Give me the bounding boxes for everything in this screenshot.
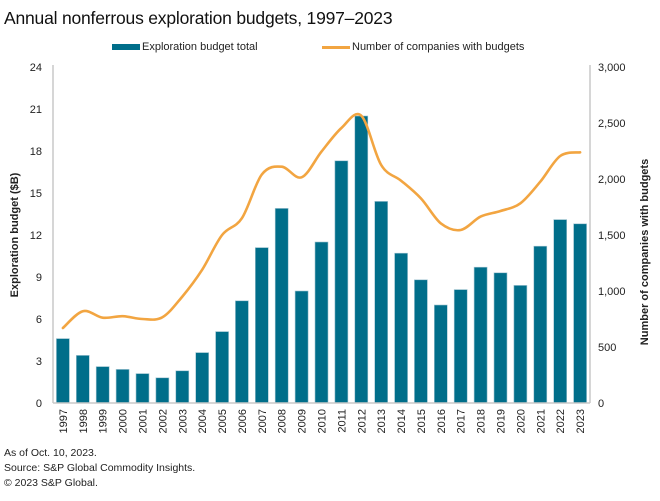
bar-2006: [235, 300, 249, 404]
x-tick-label: 2009: [297, 409, 309, 433]
x-tick-label: 2003: [177, 409, 189, 433]
y-tick-left: 12: [30, 230, 42, 242]
y-tick-left: 21: [30, 104, 42, 116]
bar-2019: [493, 272, 508, 404]
bar-2014: [394, 252, 408, 404]
x-tick-label: 2019: [496, 409, 508, 433]
y-tick-right: 500: [598, 342, 616, 354]
bar-2010: [314, 241, 329, 404]
y-tick-left: 18: [30, 146, 42, 158]
footer-source: Source: S&P Global Commodity Insights.: [4, 462, 196, 474]
legend-swatch-bar: [112, 44, 140, 50]
x-tick-label: 1998: [78, 409, 90, 433]
footer-date-note: As of Oct. 10, 2023.: [4, 447, 97, 459]
y-axis-title-right: Number of companies with budgets: [639, 159, 651, 345]
bar-1998: [76, 355, 90, 404]
y-tick-left: 24: [30, 62, 42, 74]
bar-2008: [274, 208, 289, 404]
x-tick-label: 2001: [138, 409, 150, 433]
bar-2016: [433, 304, 448, 404]
x-tick-label: 2021: [535, 409, 547, 433]
x-tick-label: 2022: [555, 409, 567, 433]
y-tick-right: 0: [598, 398, 604, 410]
y-tick-right: 1,000: [598, 286, 626, 298]
legend-item-line: Number of companies with budgets: [322, 41, 524, 53]
x-tick-label: 2014: [396, 409, 408, 433]
axes: [52, 65, 591, 404]
x-tick-label: 2006: [237, 409, 249, 433]
x-tick-label: 2020: [515, 409, 527, 433]
y-tick-right: 1,500: [598, 230, 626, 242]
bar-2017: [453, 289, 468, 404]
tick-labels: 0 3 6 9 12 15 18 21 24 0 500 1,000 1,500 2,000 2,500 3,…: [30, 62, 626, 433]
bar-2007: [255, 247, 269, 404]
x-tick-label: 2023: [575, 409, 587, 433]
x-tick-label: 2013: [376, 409, 388, 433]
legend: Exploration budget total Number of compa…: [0, 41, 660, 59]
y-tick-right: 2,000: [598, 174, 626, 186]
x-tick-label: 2018: [476, 409, 488, 433]
footer-copyright: © 2023 S&P Global.: [4, 477, 98, 489]
bar-2013: [374, 201, 389, 404]
x-tick-label: 2004: [197, 409, 209, 433]
y-tick-right: 3,000: [598, 62, 626, 74]
bar-2020: [513, 285, 528, 404]
y-tick-left: 9: [36, 272, 42, 284]
y-tick-right: 2,500: [598, 118, 626, 130]
bar-2018: [473, 266, 488, 404]
chart-title: Annual nonferrous exploration budgets, 1…: [4, 8, 393, 28]
legend-item-bar: Exploration budget total: [112, 41, 258, 53]
x-tick-label: 2007: [257, 409, 269, 433]
bar-2002: [155, 377, 170, 404]
bar-series: [56, 115, 587, 404]
x-tick-label: 1999: [98, 409, 110, 433]
y-tick-left: 3: [36, 356, 42, 368]
x-tick-label: 2017: [456, 409, 468, 433]
x-tick-label: 2015: [416, 409, 428, 433]
bar-2005: [215, 331, 229, 404]
bar-2000: [115, 369, 130, 404]
y-tick-left: 0: [36, 398, 42, 410]
bar-2015: [414, 279, 428, 404]
bar-2022: [553, 219, 568, 404]
x-tick-label: 2010: [317, 409, 329, 433]
y-tick-left: 6: [36, 314, 42, 326]
legend-swatch-line: [322, 45, 350, 49]
bar-1999: [95, 366, 110, 404]
bar-1997: [56, 338, 70, 404]
x-tick-label: 2008: [277, 409, 289, 433]
y-tick-left: 15: [30, 188, 42, 200]
bar-2012: [354, 115, 369, 404]
x-tick-label: 2011: [336, 409, 348, 433]
x-tick-label: 2000: [118, 409, 130, 433]
x-tick-label: 2012: [356, 409, 368, 433]
legend-label-line: Number of companies with budgets: [352, 41, 525, 53]
x-tick-label: 2002: [157, 409, 169, 433]
legend-label-bar: Exploration budget total: [142, 41, 258, 53]
y-axis-title-left: Exploration budget ($B): [9, 172, 21, 297]
x-tick-label: 2005: [217, 409, 229, 433]
bar-2001: [135, 373, 150, 404]
bar-2021: [533, 245, 548, 404]
bar-2003: [175, 370, 190, 404]
bar-2004: [195, 352, 209, 404]
bar-2011: [334, 160, 349, 404]
x-tick-label: 2016: [436, 409, 448, 433]
bar-2009: [294, 290, 309, 404]
line-series-companies: [61, 112, 582, 330]
bar-2023: [573, 223, 587, 404]
footer: As of Oct. 10, 2023. Source: S&P Global …: [4, 446, 195, 491]
x-tick-label: 1997: [58, 409, 70, 433]
